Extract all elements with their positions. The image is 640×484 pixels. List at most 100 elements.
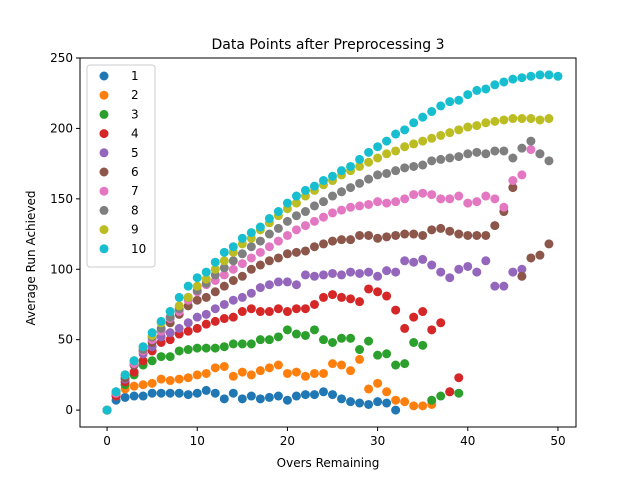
data-point [544, 70, 554, 80]
data-point [355, 154, 365, 164]
data-point [373, 170, 383, 180]
legend-label: 3 [131, 107, 139, 121]
data-point [309, 271, 319, 281]
data-point [409, 139, 419, 149]
legend-label: 9 [131, 223, 139, 237]
data-point [174, 388, 184, 398]
data-point [400, 142, 410, 152]
data-point [129, 367, 139, 377]
data-point [264, 307, 274, 317]
data-point [309, 299, 319, 309]
data-point [346, 333, 356, 343]
data-point [373, 350, 383, 360]
data-point [499, 115, 509, 125]
data-point [391, 267, 401, 277]
legend-marker [99, 225, 109, 235]
data-point [454, 373, 464, 383]
data-point [364, 267, 374, 277]
data-point [391, 146, 401, 156]
data-point [328, 359, 338, 369]
data-point [436, 318, 446, 328]
data-point [255, 222, 265, 232]
data-point [346, 235, 356, 245]
data-point [436, 154, 446, 164]
data-point [508, 153, 518, 163]
data-point [499, 202, 509, 212]
data-point [436, 101, 446, 111]
data-point [427, 190, 437, 200]
data-point [553, 71, 563, 81]
data-point [264, 229, 274, 239]
data-point [454, 229, 464, 239]
data-point [328, 191, 338, 201]
data-point [318, 335, 328, 345]
data-point [309, 368, 319, 378]
data-point [337, 166, 347, 176]
data-point [282, 307, 292, 317]
data-point [273, 304, 283, 314]
data-point [210, 388, 220, 398]
data-point [183, 292, 193, 302]
legend-label: 10 [131, 242, 146, 256]
plot-area-frame [79, 57, 577, 428]
data-point [219, 314, 229, 324]
data-point [463, 230, 473, 240]
data-point [246, 339, 256, 349]
data-point [138, 391, 148, 401]
data-point [535, 149, 545, 159]
data-point [165, 335, 175, 345]
data-point [391, 166, 401, 176]
data-point [445, 194, 455, 204]
data-point [391, 360, 401, 370]
data-point [346, 267, 356, 277]
data-point [418, 160, 428, 170]
data-point [147, 328, 157, 338]
data-point [364, 147, 374, 157]
data-point [237, 367, 247, 377]
data-point [192, 281, 202, 291]
legend-box [86, 64, 156, 268]
data-point [526, 114, 536, 124]
data-point [273, 207, 283, 217]
data-point [535, 250, 545, 260]
data-point [165, 376, 175, 386]
data-point [355, 297, 365, 307]
data-point [219, 361, 229, 371]
data-point [138, 356, 148, 366]
data-point [400, 256, 410, 266]
series-5 [102, 254, 527, 415]
data-point [418, 230, 428, 240]
data-point [246, 391, 256, 401]
data-point [337, 292, 347, 302]
data-point [346, 161, 356, 171]
data-point [183, 390, 193, 400]
data-point [481, 230, 491, 240]
data-point [192, 312, 202, 322]
data-point [409, 312, 419, 322]
data-point [328, 290, 338, 300]
data-point [346, 294, 356, 304]
data-point [318, 270, 328, 280]
data-point [445, 273, 455, 283]
data-point [156, 352, 166, 362]
data-point [382, 198, 392, 208]
data-point [264, 392, 274, 402]
data-point [391, 129, 401, 139]
data-point [273, 236, 283, 246]
data-point [273, 277, 283, 287]
data-point [427, 225, 437, 235]
data-point [373, 271, 383, 281]
data-point [418, 307, 428, 317]
data-point [201, 292, 211, 302]
data-point [337, 333, 347, 343]
data-point [228, 388, 238, 398]
data-point [526, 253, 536, 263]
data-point [210, 304, 220, 314]
x-tick-label: 50 [550, 434, 565, 448]
data-point [544, 239, 554, 249]
data-point [364, 399, 374, 409]
data-point [237, 271, 247, 281]
data-point [346, 366, 356, 376]
data-point [183, 373, 193, 383]
